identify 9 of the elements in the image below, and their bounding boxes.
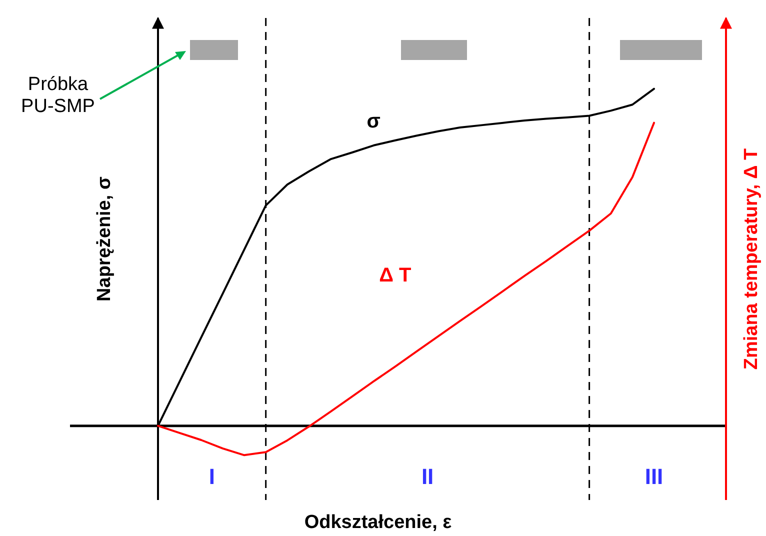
text: Próbka PU-SMP: [21, 74, 95, 117]
text: I: [208, 464, 215, 489]
y2-axis-title: Zmiana temperatury, Δ T: [741, 148, 762, 370]
x-axis-title: Odkształcenie, ε: [304, 512, 452, 533]
series-label: σ: [366, 110, 381, 132]
text: Δ T: [379, 264, 412, 287]
y-axis-title: Naprężenie, σ: [94, 176, 115, 302]
text: III: [644, 464, 664, 489]
text: II: [421, 464, 434, 489]
